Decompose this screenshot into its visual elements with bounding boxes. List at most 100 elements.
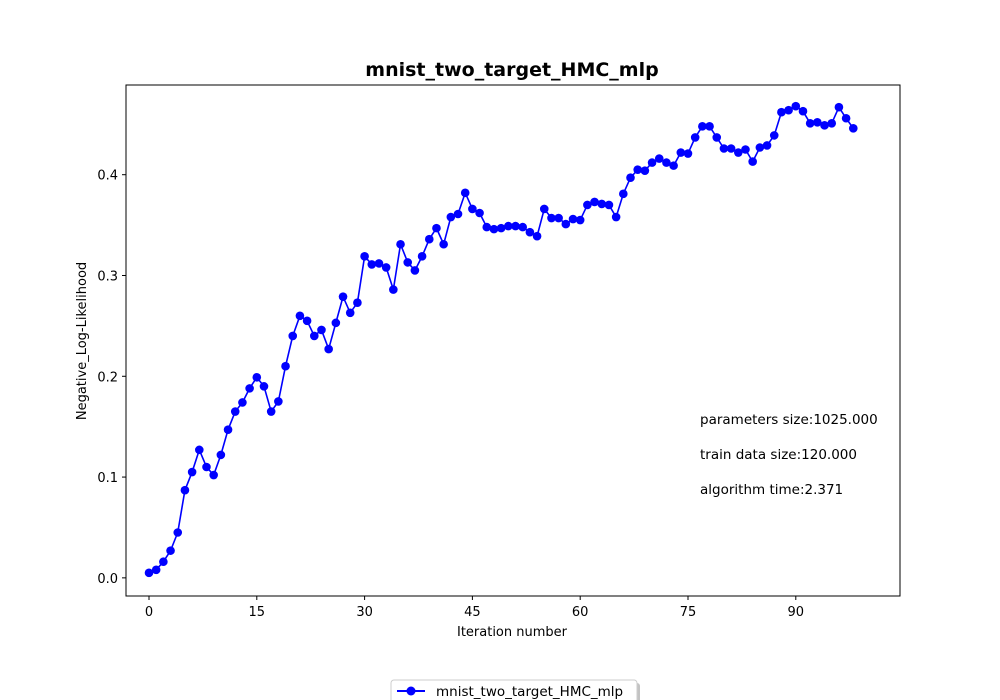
data-point <box>719 144 729 153</box>
data-point <box>705 122 714 131</box>
y-tick-label: 0.3 <box>97 269 118 284</box>
data-point <box>374 259 384 268</box>
data-point <box>417 252 427 261</box>
data-point <box>309 331 319 341</box>
data-point <box>590 197 599 207</box>
data-point <box>216 450 226 460</box>
data-point <box>302 316 312 326</box>
data-point <box>424 234 434 244</box>
data-point <box>640 166 650 175</box>
data-point <box>187 467 197 477</box>
annotation-parameters-size: parameters size:1025.000 <box>700 412 878 428</box>
data-point <box>252 372 262 382</box>
data-point <box>396 239 405 249</box>
data-point <box>439 239 448 249</box>
y-tick-label: 0.4 <box>97 169 118 184</box>
data-point <box>762 141 772 150</box>
data-point <box>654 154 664 163</box>
data-point <box>468 204 477 214</box>
x-tick-label: 30 <box>356 605 373 620</box>
data-point <box>274 397 283 406</box>
y-tick-label: 0.0 <box>97 572 118 587</box>
data-point <box>748 157 757 166</box>
data-point <box>410 266 420 275</box>
data-point <box>403 258 413 267</box>
data-point <box>820 121 829 130</box>
x-axis-label: Iteration number <box>457 625 568 640</box>
data-point <box>525 227 535 237</box>
legend: mnist_two_target_HMC_mlp <box>390 679 640 700</box>
legend-marker-icon <box>406 686 416 696</box>
data-point <box>604 200 614 210</box>
data-point <box>144 568 154 578</box>
data-point <box>353 298 362 308</box>
data-point <box>798 106 808 116</box>
y-axis-label: Negative_Log-Likelihood <box>75 262 90 420</box>
data-point <box>345 308 355 318</box>
x-tick-label: 0 <box>145 605 153 620</box>
data-point <box>223 425 233 434</box>
data-point <box>669 161 678 170</box>
data-point <box>813 117 822 127</box>
y-tick-label: 0.1 <box>97 471 118 486</box>
data-point <box>496 223 506 233</box>
chart-title: mnist_two_target_HMC_mlp <box>365 59 658 81</box>
data-point <box>597 199 607 209</box>
y-axis-ticks: 0.0 0.1 0.2 0.3 0.4 <box>97 169 126 587</box>
data-point <box>539 204 549 214</box>
data-point <box>698 122 707 131</box>
data-point <box>295 311 305 321</box>
data-point <box>741 145 750 154</box>
series-line <box>148 105 854 574</box>
data-point <box>489 224 499 234</box>
data-point <box>611 212 621 222</box>
data-point <box>575 215 585 225</box>
legend-entry-label: mnist_two_target_HMC_mlp <box>436 684 623 700</box>
data-point <box>777 107 786 117</box>
x-tick-label: 45 <box>464 605 481 620</box>
data-point <box>511 221 520 231</box>
data-point <box>245 384 254 393</box>
data-point <box>633 165 642 174</box>
data-point <box>834 102 844 112</box>
data-point <box>619 189 628 199</box>
data-point <box>446 212 456 222</box>
data-point <box>583 200 592 210</box>
data-point <box>288 331 298 341</box>
data-point <box>166 546 175 555</box>
data-point <box>259 382 269 391</box>
data-point <box>827 118 837 128</box>
legend-box <box>390 679 638 700</box>
data-point <box>338 292 348 301</box>
plot-area-frame <box>125 84 901 597</box>
data-point <box>475 208 484 218</box>
data-point <box>805 118 815 128</box>
data-point <box>848 124 858 133</box>
data-point <box>755 143 765 152</box>
data-point <box>547 213 556 223</box>
data-point <box>209 470 218 480</box>
data-point <box>482 222 492 232</box>
data-point <box>151 565 161 575</box>
series-group <box>144 101 858 578</box>
data-point <box>726 144 736 153</box>
data-point <box>504 221 513 231</box>
data-point <box>734 148 743 157</box>
data-point <box>360 252 369 261</box>
data-point <box>676 148 686 157</box>
data-point <box>266 407 276 416</box>
x-tick-label: 60 <box>572 605 589 620</box>
data-point <box>626 173 635 183</box>
data-point <box>683 149 693 158</box>
data-point <box>195 445 204 455</box>
data-point <box>432 223 441 233</box>
x-tick-label: 15 <box>249 605 266 620</box>
data-point <box>281 361 290 371</box>
data-point <box>389 285 398 294</box>
data-point <box>173 528 183 537</box>
data-point <box>561 219 571 229</box>
data-point <box>568 214 578 224</box>
data-point <box>712 133 722 142</box>
data-point <box>460 188 470 198</box>
